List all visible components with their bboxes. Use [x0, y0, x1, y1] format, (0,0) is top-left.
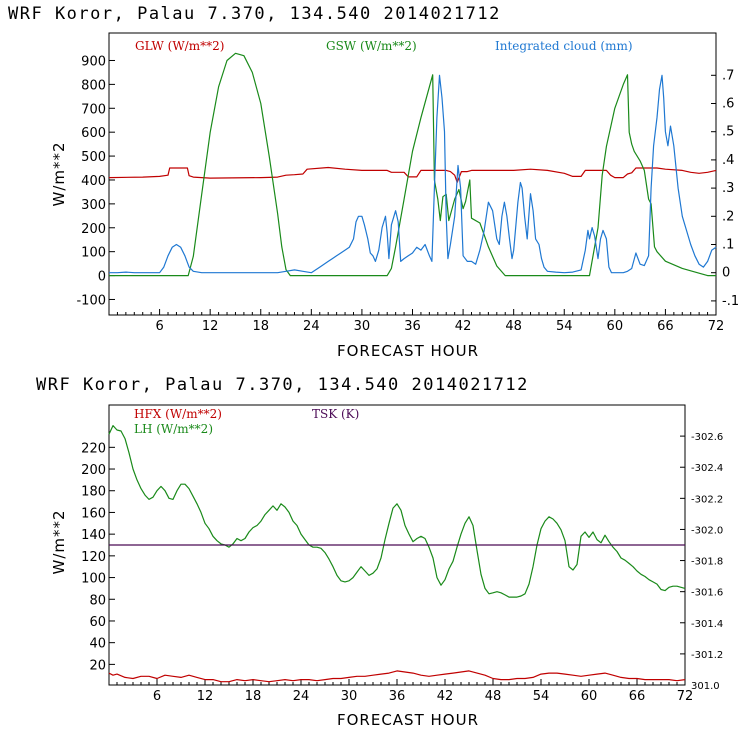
- bottom-y2-tick-label: -301.4: [691, 619, 723, 630]
- bottom-y2-tick-label: -302.6: [691, 432, 723, 443]
- bottom-y-tick-label: 60: [89, 615, 106, 630]
- bottom-x-axis-label: FORECAST HOUR: [337, 711, 479, 729]
- bottom-y-tick-label: 160: [81, 506, 106, 521]
- bottom-panel: WRF Koror, Palau 7.370, 134.540 20140217…: [36, 375, 723, 729]
- bottom-y-tick-label: 220: [81, 441, 106, 456]
- top-y-tick-label: 200: [81, 222, 106, 237]
- bottom-x-tick-label: 42: [437, 689, 454, 704]
- bottom-y2-tick-label: -302.4: [691, 463, 723, 474]
- bottom-x-tick-label: 60: [581, 689, 598, 704]
- bottom-x-tick-label: 66: [629, 689, 646, 704]
- bottom-series-line-1: [108, 425, 686, 598]
- bottom-x-tick-label: 24: [293, 689, 310, 704]
- bottom-legend-lh: LH (W/m**2): [134, 422, 213, 436]
- top-series-line-1: [109, 52, 716, 277]
- top-y2-tick-label: .3: [722, 181, 734, 196]
- bottom-y2-tick-label: -302.2: [691, 494, 723, 505]
- bottom-series-line-0: [108, 670, 686, 683]
- top-y2-tick-label: .1: [722, 238, 734, 253]
- top-y-tick-label: 900: [81, 54, 106, 69]
- top-x-tick-label: 12: [202, 319, 219, 334]
- top-y-tick-label: 100: [81, 246, 106, 261]
- top-x-tick-label: 30: [354, 319, 371, 334]
- top-y2-tick-label: .7: [722, 68, 734, 83]
- top-series-line-2: [109, 74, 717, 274]
- bottom-legend-tsk: TSK (K): [312, 407, 359, 421]
- top-y-tick-label: 800: [81, 78, 106, 93]
- top-y-tick-label: 400: [81, 174, 106, 189]
- top-chart-title: WRF Koror, Palau 7.370, 134.540 20140217…: [8, 4, 501, 24]
- top-legend-gsw: GSW (W/m**2): [326, 39, 417, 53]
- top-legend-cloud: Integrated cloud (mm): [495, 39, 633, 53]
- bottom-x-tick-label: 72: [677, 689, 694, 704]
- top-y-tick-label: 700: [81, 102, 106, 117]
- top-x-tick-label: 24: [303, 319, 320, 334]
- top-x-tick-label: 18: [252, 319, 269, 334]
- top-x-tick-label: 48: [505, 319, 522, 334]
- bottom-y2-tick-label: -301.8: [691, 557, 723, 568]
- bottom-y-tick-label: 120: [81, 550, 106, 565]
- top-series-group: [108, 52, 717, 277]
- top-x-tick-label: 60: [607, 319, 624, 334]
- top-x-axis-label: FORECAST HOUR: [337, 342, 479, 360]
- bottom-series-group: [108, 425, 686, 683]
- top-x-tick-label: 42: [455, 319, 472, 334]
- top-y-tick-label: 600: [81, 126, 106, 141]
- top-y2-tick-label: 0: [722, 266, 730, 281]
- bottom-chart-title: WRF Koror, Palau 7.370, 134.540 20140217…: [36, 375, 529, 395]
- bottom-y-tick-label: 80: [89, 593, 106, 608]
- bottom-y2-tick-label: -301.2: [691, 650, 723, 661]
- top-y2-tick-label: -.1: [722, 294, 739, 309]
- top-y-axis-label: W/m**2: [50, 141, 68, 206]
- top-y-tick-label: 0: [98, 270, 106, 285]
- top-y-tick-label: 500: [81, 150, 106, 165]
- top-y2-tick-label: .2: [722, 209, 734, 224]
- bottom-y-tick-label: 180: [81, 485, 106, 500]
- bottom-x-tick-label: 36: [389, 689, 406, 704]
- bottom-y2-tick-label: -301.6: [691, 588, 723, 599]
- top-panel: WRF Koror, Palau 7.370, 134.540 20140217…: [8, 4, 739, 360]
- bottom-y2-tick-label: -302.0: [691, 525, 723, 536]
- bottom-legend-hfx: HFX (W/m**2): [134, 407, 222, 421]
- bottom-x-tick-label: 6: [153, 689, 161, 704]
- top-x-tick-label: 6: [155, 319, 163, 334]
- top-x-tick-label: 72: [708, 319, 725, 334]
- top-axes: 6 12 18 24 30 36 42 48 54 60 66 72 -100 0 100 200 300 400…: [76, 54, 739, 334]
- bottom-x-tick-label: 12: [197, 689, 214, 704]
- bottom-x-tick-label: 54: [533, 689, 550, 704]
- bottom-y-tick-label: 200: [81, 463, 106, 478]
- top-legend-glw: GLW (W/m**2): [135, 39, 224, 53]
- top-x-tick-label: 66: [657, 319, 674, 334]
- top-x-tick-label: 54: [556, 319, 573, 334]
- bottom-axes: 6 12 18 24 30 36 42 48 54 60 66 72 20 40 60 80 100 120 140…: [81, 432, 723, 704]
- top-y-tick-label: 300: [81, 198, 106, 213]
- bottom-x-tick-label: 48: [485, 689, 502, 704]
- bottom-y-tick-label: 20: [89, 658, 106, 673]
- top-y2-tick-label: .6: [722, 97, 734, 112]
- top-series-line-0: [108, 166, 717, 183]
- top-y2-tick-label: .4: [722, 153, 734, 168]
- top-x-tick-label: 36: [404, 319, 421, 334]
- bottom-y-axis-label: W/m**2: [50, 509, 68, 574]
- bottom-x-tick-label: 30: [341, 689, 358, 704]
- top-y-tick-label: -100: [76, 293, 106, 308]
- bottom-y-tick-label: 140: [81, 528, 106, 543]
- bottom-y2-tick-label: 301.0: [691, 681, 720, 692]
- bottom-y-tick-label: 40: [89, 637, 106, 652]
- bottom-y-tick-label: 100: [81, 572, 106, 587]
- top-y2-tick-label: .5: [722, 125, 734, 140]
- bottom-x-tick-label: 18: [245, 689, 262, 704]
